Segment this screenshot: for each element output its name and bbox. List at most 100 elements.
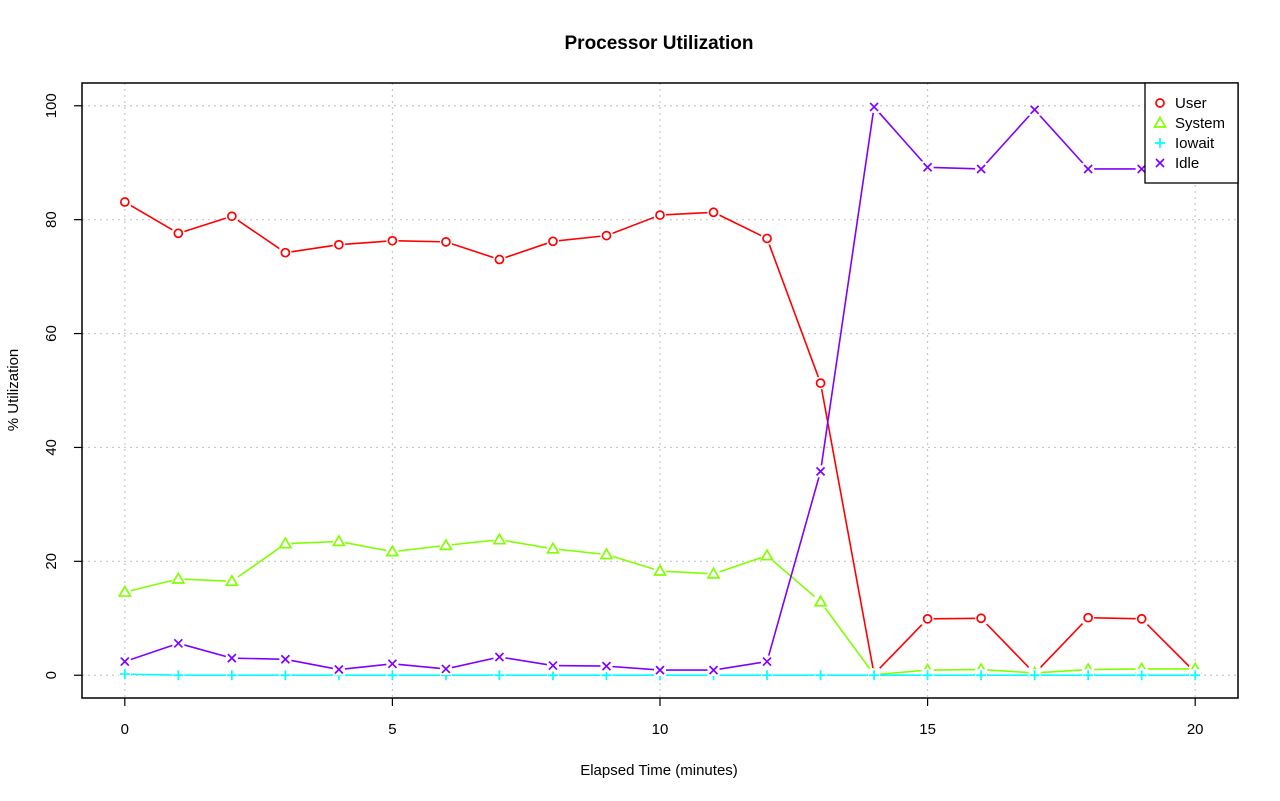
series-idle-segment (1034, 109, 1089, 170)
series-iowait-point (869, 670, 880, 681)
series-idle-segment (392, 663, 447, 670)
series-system-segment (874, 669, 928, 676)
series-idle-point (227, 653, 237, 663)
series-system-segment (124, 578, 179, 593)
series-user-point (387, 235, 398, 246)
series-idle-point (548, 660, 558, 671)
series-user-point (922, 613, 933, 624)
series-system-marker-bg (814, 595, 827, 608)
series-idle-point (173, 638, 183, 648)
series-idle-segment (499, 656, 554, 667)
series-idle-segment (124, 642, 179, 663)
series-iowait-point (1136, 670, 1147, 681)
series-system-segment (1034, 668, 1089, 674)
series-system-segment (178, 578, 232, 583)
series-system-marker-bg (654, 565, 666, 578)
series-system-point (653, 563, 667, 576)
x-tick-label-5: 5 (388, 721, 396, 738)
y-tick-label-20: 20 (43, 553, 60, 570)
series-idle-point (120, 656, 130, 667)
series-idle-point (708, 665, 719, 675)
series-system-point (278, 536, 293, 549)
series-system-point (545, 541, 560, 554)
series-user-point (334, 239, 344, 250)
series-iowait-point (1190, 670, 1201, 681)
series-system-point (492, 532, 507, 545)
y-tick-label-80: 80 (43, 211, 60, 228)
series-iowait-point (762, 670, 773, 681)
series-iowait-point (815, 670, 826, 681)
series-system-marker-bg (493, 533, 506, 546)
series-system-segment (927, 668, 982, 671)
legend-marker-system (1153, 115, 1167, 128)
series-idle-point (869, 102, 879, 112)
series-system-marker-bg (546, 542, 559, 555)
series-iowait-point (226, 670, 237, 681)
y-tick-label-0: 0 (43, 671, 60, 679)
series-idle-segment (819, 106, 875, 472)
series-user-segment (124, 201, 179, 235)
legend-label-idle: Idle (1175, 155, 1199, 172)
series-user-segment (285, 243, 340, 254)
series-user-segment (766, 238, 822, 384)
series-iowait-point (547, 670, 558, 681)
series-system-segment (231, 543, 286, 582)
series-user-point (708, 207, 719, 218)
y-tick-label-40: 40 (43, 439, 60, 456)
series-iowait-point (976, 670, 987, 681)
series-system-point (385, 544, 400, 557)
series-idle-segment (873, 106, 929, 168)
series-system-point (706, 566, 721, 579)
series-iowait-point (173, 670, 184, 681)
series-system-marker-bg (118, 586, 131, 599)
series-iowait-point (387, 670, 398, 681)
series-idle-segment (285, 658, 340, 671)
series-user-segment (873, 618, 929, 675)
series-idle-point (922, 162, 933, 172)
series-iowait-point (494, 670, 505, 681)
series-user-point (1136, 613, 1147, 624)
series-system-segment (392, 544, 447, 553)
y-axis-label: % Utilization (5, 349, 22, 432)
series-iowait-point (922, 670, 933, 681)
series-system-point (331, 534, 346, 547)
series-user-segment (659, 211, 714, 216)
series-idle-segment (927, 166, 982, 170)
series-user-point (762, 233, 772, 244)
series-user-point (601, 230, 612, 241)
series-system-marker-bg (332, 535, 345, 548)
series-system-marker-bg (707, 567, 720, 580)
series-system-point (599, 547, 614, 560)
series-system-segment (499, 538, 554, 550)
series-system-segment (1088, 668, 1142, 671)
series-user-segment (713, 211, 768, 240)
series-idle-point (387, 659, 398, 669)
series-user-point (280, 247, 291, 258)
series-idle-point (601, 661, 612, 671)
series-idle-point (334, 664, 344, 675)
series-user-segment (499, 240, 554, 261)
series-user-segment (1141, 618, 1196, 673)
series-system-marker-bg (386, 545, 399, 558)
series-system-segment (606, 553, 661, 572)
series-idle-segment (552, 664, 607, 667)
series-user-segment (552, 234, 607, 243)
series-system-point (224, 574, 239, 587)
series-user-segment (606, 214, 661, 237)
chart-title: Processor Utilization (565, 33, 754, 54)
series-iowait-point (119, 669, 130, 680)
legend-label-iowait: Iowait (1175, 135, 1215, 152)
series-user-point (227, 211, 237, 222)
series-idle-point (280, 654, 290, 664)
series-system-marker-bg (761, 549, 774, 562)
series-user-point (119, 197, 130, 207)
series-system-marker-bg (439, 539, 452, 552)
x-tick-label-20: 20 (1187, 721, 1204, 738)
series-user-segment (445, 241, 500, 261)
series-idle-segment (231, 657, 286, 661)
series-idle-segment (338, 663, 393, 671)
legend: User System Iowait Idle (1144, 82, 1239, 184)
series-system-point (117, 584, 132, 597)
